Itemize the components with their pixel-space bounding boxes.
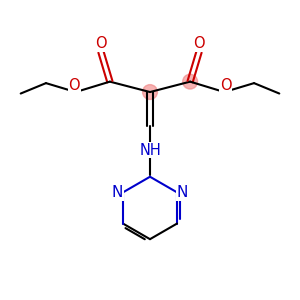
Circle shape <box>142 85 158 100</box>
Circle shape <box>183 74 198 89</box>
Text: O: O <box>95 36 107 51</box>
Text: N: N <box>112 185 123 200</box>
Text: O: O <box>68 78 80 93</box>
Text: NH: NH <box>140 142 161 158</box>
Text: O: O <box>220 78 232 93</box>
Text: O: O <box>193 36 205 51</box>
Text: N: N <box>177 185 188 200</box>
